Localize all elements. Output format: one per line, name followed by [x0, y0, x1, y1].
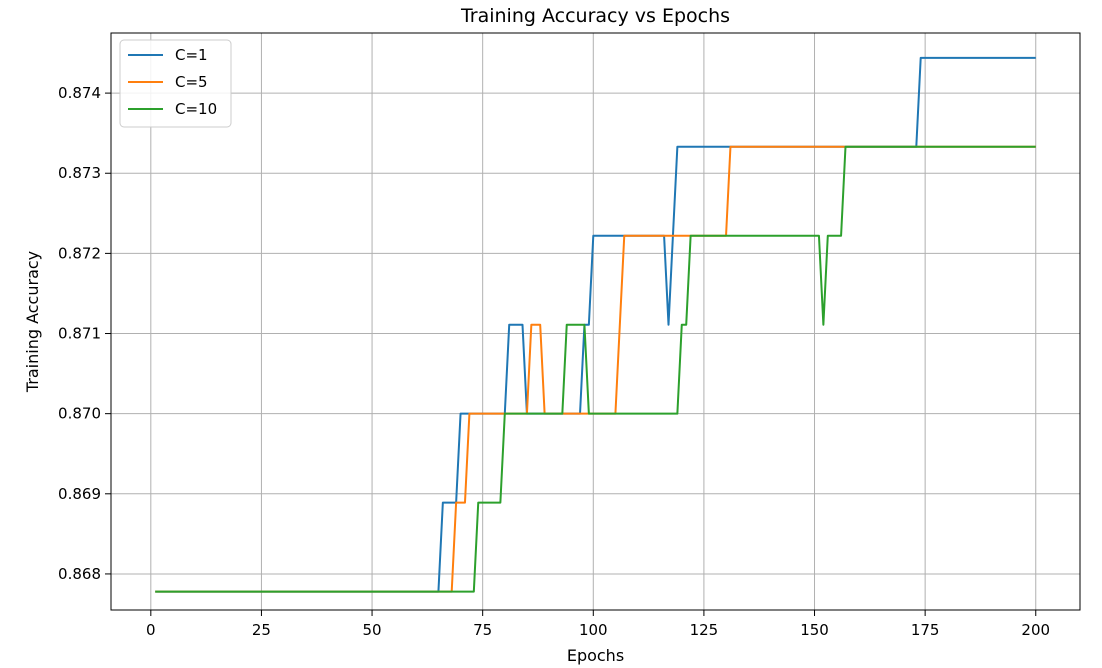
legend-label-c-5: C=5 — [175, 73, 208, 91]
x-tick-label: 125 — [690, 621, 719, 639]
series-line-c-10 — [155, 145, 1036, 593]
y-tick-label: 0.871 — [58, 325, 101, 343]
series-line-c-1 — [155, 56, 1036, 593]
y-tick-label: 0.873 — [58, 164, 101, 182]
y-tick-label: 0.870 — [58, 405, 101, 423]
x-axis-label: Epochs — [567, 646, 624, 665]
grid — [111, 33, 1080, 610]
chart-title: Training Accuracy vs Epochs — [460, 5, 730, 27]
x-tick-label: 150 — [800, 621, 829, 639]
x-tick-label: 175 — [911, 621, 940, 639]
x-tick-label: 200 — [1021, 621, 1050, 639]
x-tick-label: 25 — [252, 621, 271, 639]
y-tick-label: 0.874 — [58, 84, 101, 102]
legend-box — [119, 39, 232, 128]
y-tick-label: 0.869 — [58, 485, 101, 503]
y-tick-label: 0.872 — [58, 244, 101, 262]
x-tick-label: 75 — [473, 621, 492, 639]
x-tick-label: 100 — [579, 621, 608, 639]
series-lines — [155, 56, 1036, 593]
y-axis-label: Training Accuracy — [23, 251, 42, 393]
legend-label-c-10: C=10 — [175, 100, 217, 118]
legend-label-c-1: C=1 — [175, 46, 208, 64]
x-tick-label: 50 — [363, 621, 382, 639]
y-tick-label: 0.868 — [58, 565, 101, 583]
plot-frame — [110, 32, 1081, 611]
axis-ticks: 0 25 50 75 100 125 150 175 200 0.868 0.869 0.870 0.8… — [58, 84, 1050, 639]
legend: C=1 C=5 C=10 — [119, 39, 232, 128]
x-tick-label: 0 — [146, 621, 156, 639]
